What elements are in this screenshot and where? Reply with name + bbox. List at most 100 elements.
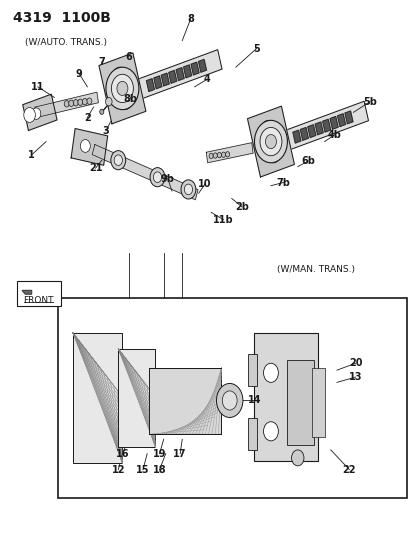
Polygon shape xyxy=(284,101,368,150)
Polygon shape xyxy=(191,62,199,75)
Circle shape xyxy=(153,172,161,182)
Circle shape xyxy=(213,153,217,158)
Text: 2b: 2b xyxy=(235,202,248,212)
Circle shape xyxy=(116,82,128,95)
Circle shape xyxy=(263,364,278,382)
Text: 3: 3 xyxy=(102,126,109,136)
Text: 6b: 6b xyxy=(300,156,314,166)
Text: 8b: 8b xyxy=(123,94,138,104)
Text: 2: 2 xyxy=(84,112,90,123)
Polygon shape xyxy=(99,53,145,124)
Polygon shape xyxy=(198,60,206,72)
Circle shape xyxy=(87,98,92,104)
Circle shape xyxy=(73,100,78,106)
Bar xyxy=(17,281,60,306)
Circle shape xyxy=(64,101,69,107)
Text: FRONT: FRONT xyxy=(23,296,53,305)
Polygon shape xyxy=(183,65,191,78)
Circle shape xyxy=(221,152,225,157)
Text: 12: 12 xyxy=(111,465,125,474)
Text: 1: 1 xyxy=(28,150,35,160)
Text: 8: 8 xyxy=(187,14,193,25)
Text: (W/AUTO. TRANS.): (W/AUTO. TRANS.) xyxy=(25,38,107,47)
Circle shape xyxy=(263,422,278,441)
Text: 21: 21 xyxy=(89,163,102,173)
Polygon shape xyxy=(344,111,352,124)
Polygon shape xyxy=(292,130,300,143)
Text: 4b: 4b xyxy=(327,130,341,140)
Text: 17: 17 xyxy=(173,449,187,458)
Text: 6: 6 xyxy=(125,52,132,61)
Polygon shape xyxy=(300,127,308,140)
Text: (W/MAN. TRANS.): (W/MAN. TRANS.) xyxy=(276,265,354,273)
Bar xyxy=(248,354,256,386)
Circle shape xyxy=(266,144,280,163)
Circle shape xyxy=(263,133,278,151)
Text: 14: 14 xyxy=(247,395,261,406)
Polygon shape xyxy=(22,290,31,294)
Polygon shape xyxy=(206,143,252,163)
Circle shape xyxy=(291,450,303,466)
Text: 16: 16 xyxy=(115,449,129,458)
Bar xyxy=(248,418,256,450)
Circle shape xyxy=(112,67,126,85)
Circle shape xyxy=(105,98,112,106)
Text: 19: 19 xyxy=(152,449,166,458)
Text: 20: 20 xyxy=(348,358,361,368)
Circle shape xyxy=(180,180,195,199)
Text: 10: 10 xyxy=(198,179,211,189)
Circle shape xyxy=(32,108,41,119)
Text: 22: 22 xyxy=(342,465,355,474)
Polygon shape xyxy=(161,73,169,86)
Polygon shape xyxy=(329,117,337,129)
Bar xyxy=(149,368,221,434)
Circle shape xyxy=(100,109,104,115)
Polygon shape xyxy=(322,119,330,132)
Circle shape xyxy=(111,151,126,169)
Circle shape xyxy=(69,100,74,107)
Bar xyxy=(73,333,122,463)
Polygon shape xyxy=(138,50,221,99)
Bar xyxy=(287,360,313,445)
Circle shape xyxy=(261,120,275,139)
Bar xyxy=(118,349,155,447)
Polygon shape xyxy=(176,68,184,80)
Polygon shape xyxy=(247,106,294,177)
Text: 4319  1100B: 4319 1100B xyxy=(13,11,111,25)
Polygon shape xyxy=(154,76,161,88)
Text: 7b: 7b xyxy=(276,177,290,188)
Text: 11b: 11b xyxy=(213,215,233,225)
Circle shape xyxy=(24,108,35,123)
Text: 15: 15 xyxy=(136,465,150,474)
Polygon shape xyxy=(307,125,315,138)
Circle shape xyxy=(216,383,242,417)
Polygon shape xyxy=(35,92,98,118)
Polygon shape xyxy=(146,79,154,92)
Text: 7: 7 xyxy=(98,57,105,67)
Text: 4: 4 xyxy=(203,75,210,84)
Circle shape xyxy=(265,134,276,149)
Polygon shape xyxy=(337,114,345,126)
Text: 13: 13 xyxy=(348,372,361,382)
Polygon shape xyxy=(71,128,107,165)
Circle shape xyxy=(222,391,237,410)
Polygon shape xyxy=(169,70,176,83)
Text: 9: 9 xyxy=(76,69,82,78)
Text: 5: 5 xyxy=(252,44,259,53)
Bar xyxy=(254,333,318,461)
Circle shape xyxy=(82,99,87,105)
Circle shape xyxy=(225,152,229,157)
Circle shape xyxy=(114,155,122,165)
Text: 5b: 5b xyxy=(362,96,376,107)
Circle shape xyxy=(217,152,221,158)
Circle shape xyxy=(115,79,129,98)
Circle shape xyxy=(259,127,281,156)
Circle shape xyxy=(254,120,287,163)
Bar xyxy=(58,298,406,498)
Circle shape xyxy=(209,154,213,159)
Polygon shape xyxy=(314,122,323,135)
Circle shape xyxy=(78,99,83,106)
Circle shape xyxy=(80,140,90,152)
Circle shape xyxy=(150,167,164,187)
Text: 18: 18 xyxy=(152,465,166,474)
